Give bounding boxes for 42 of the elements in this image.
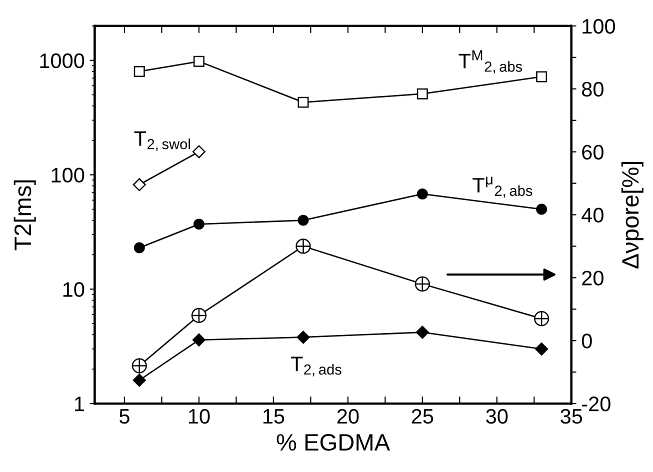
x-tick-label: 25 [412,408,434,424]
y2-axis-title: Δνpore[%] [621,162,644,269]
point [535,342,548,356]
x-tick-label: 15 [263,409,284,424]
point [536,71,548,82]
y2-tick-label: 100 [582,18,616,34]
series-label: T$_{2,swol}$ [134,131,190,151]
y-tick-label: 100 [52,168,84,183]
point [134,66,145,77]
y2-tick-label: 0 [582,334,592,348]
y2-tick-label: 80 [582,82,604,97]
x-tick-label: 5 [120,409,130,424]
point [193,218,204,230]
y-tick-label: 1 [74,396,84,412]
point [416,326,429,339]
point [132,374,146,387]
y-tick-label: 10 [63,282,84,297]
y2-tick-label: 20 [582,270,604,286]
y-tick-label: 1000 [40,53,84,68]
point [192,145,206,158]
point [298,214,309,226]
series-label: T$_{2,ads}$ [290,356,342,376]
x-axis-title: % EGDMA [276,434,390,451]
y-axis-title: T2[ms] [14,180,36,250]
point [416,88,428,100]
point [192,333,206,346]
point [134,242,145,254]
x-tick-label: 35 [560,408,582,424]
series-label: T$^{μ}$$_{2,abs}$ [472,176,532,198]
y2-tick-label: 60 [582,144,604,160]
x-tick-label: 10 [188,408,210,424]
x-tick-label: 30 [486,408,508,424]
y2-tick-label: -20 [582,396,610,412]
point [416,188,428,200]
point [536,204,548,215]
point [193,56,204,67]
point [132,178,146,192]
point [296,330,310,344]
x-tick-label: 20 [337,408,359,424]
y2-tick-label: 40 [582,208,604,223]
point [298,96,309,108]
legend-label: T$^{M}$$_{2,abs}$ [458,50,522,74]
